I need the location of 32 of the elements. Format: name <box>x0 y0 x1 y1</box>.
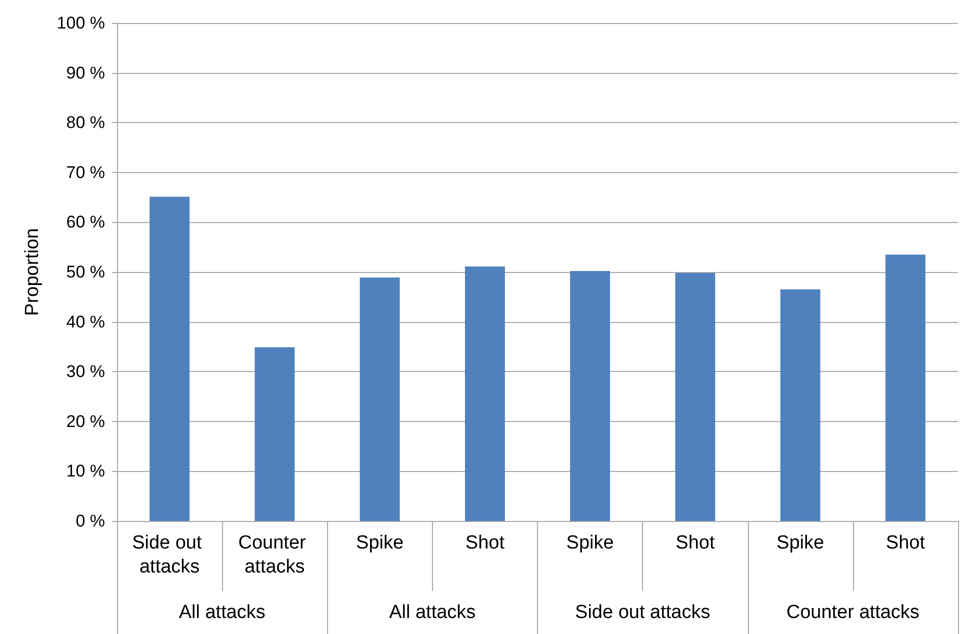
text: Side out attacks <box>575 602 710 623</box>
bar <box>675 272 716 521</box>
x-tick-label: Side out attacks <box>132 532 208 578</box>
bar <box>885 254 926 521</box>
x-tick-label: Shot <box>676 532 716 554</box>
bar <box>464 266 505 521</box>
y-tick-label: 100 % <box>56 14 105 32</box>
y-tick-label: 10 % <box>66 462 105 481</box>
bar <box>360 277 400 521</box>
y-tick-label: 60 % <box>66 212 105 232</box>
y-tick-label: 40 % <box>66 312 105 332</box>
y-tick-label: 80 % <box>66 113 105 132</box>
y-tick-label: 90 % <box>66 63 105 82</box>
text: All attacks <box>178 602 266 623</box>
bar <box>254 347 295 521</box>
y-tick-label: 0 % <box>76 512 105 530</box>
x-tick-label: Shot <box>465 532 506 554</box>
bar <box>150 196 190 521</box>
x-tick-label: Spike <box>356 532 404 554</box>
x-tick-label: Shot <box>886 532 926 554</box>
x-tick-label: Spike <box>776 532 824 554</box>
y-tick-label: 50 % <box>66 262 105 282</box>
y-tick-label: 70 % <box>66 162 105 182</box>
y-axis-title: Proportion <box>22 228 43 316</box>
x-tick-label: Counter attacks <box>238 532 312 578</box>
text: Counter attacks <box>786 602 920 623</box>
y-tick-label: 30 % <box>66 362 105 382</box>
bar <box>570 271 610 521</box>
x-tick-label: Spike <box>566 532 614 554</box>
text: All attacks <box>389 602 476 623</box>
y-tick-label: 20 % <box>66 412 105 431</box>
bar <box>780 289 820 521</box>
